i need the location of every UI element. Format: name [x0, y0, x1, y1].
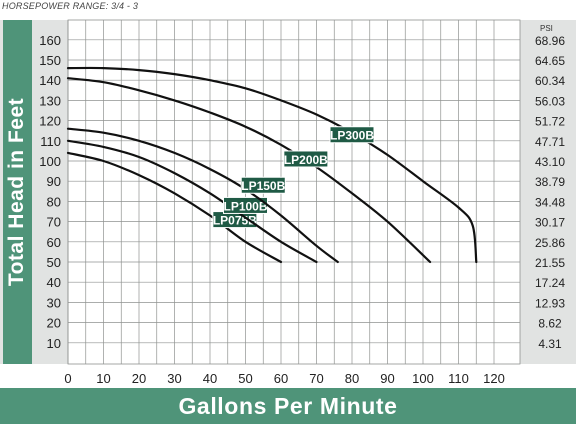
psi-tick-label: 4.31	[538, 337, 562, 351]
y-tick-label: 60	[47, 235, 61, 250]
y-tick-label: 100	[39, 154, 61, 169]
x-axis-title-bar	[0, 388, 576, 424]
x-tick-label: 10	[96, 371, 110, 386]
x-tick-label: 90	[380, 371, 394, 386]
series-label-lp100b: LP100B	[223, 199, 267, 213]
y-tick-label: 30	[47, 295, 61, 310]
x-tick-label: 100	[412, 371, 434, 386]
x-tick-label: 60	[274, 371, 288, 386]
x-tick-label: 30	[167, 371, 181, 386]
y-tick-label: 10	[47, 336, 61, 351]
x-tick-label: 0	[64, 371, 71, 386]
psi-tick-label: 25.86	[535, 236, 565, 250]
psi-tick-label: 8.62	[538, 317, 562, 331]
psi-tick-label: 64.65	[535, 54, 565, 68]
psi-tick-label: 17.24	[535, 276, 565, 290]
x-tick-label: 20	[132, 371, 146, 386]
psi-tick-label: 47.71	[535, 135, 565, 149]
y-tick-label: 140	[39, 73, 61, 88]
psi-tick-label: 56.03	[535, 94, 565, 108]
psi-tick-label: 30.17	[535, 216, 565, 230]
psi-tick-label: 21.55	[535, 256, 565, 270]
horsepower-range-label: HORSEPOWER RANGE: 3/4 - 3	[2, 1, 139, 11]
curve-lp300b	[66, 66, 478, 264]
y-tick-label: 50	[47, 255, 61, 270]
curve-lp100b	[66, 139, 318, 264]
y-tick-label: 160	[39, 33, 61, 48]
x-tick-label: 80	[345, 371, 359, 386]
x-tick-label: 50	[238, 371, 252, 386]
series-label-lp200b: LP200B	[284, 153, 328, 167]
series-label-box-lp200b	[283, 150, 329, 168]
series-label-box-lp150b	[240, 176, 286, 194]
psi-tick-label: 68.96	[535, 34, 565, 48]
x-tick-label: 120	[483, 371, 505, 386]
psi-tick-label: 34.48	[535, 195, 565, 209]
y-tick-label: 80	[47, 194, 61, 209]
y-axis-title-bar	[3, 20, 32, 364]
series-label-lp300b: LP300B	[330, 129, 374, 143]
y-tick-label: 110	[40, 134, 61, 149]
x-tick-label: 110	[448, 371, 469, 386]
series-label-lp150b: LP150B	[241, 179, 285, 193]
x-tick-label: 70	[309, 371, 323, 386]
y-tick-label: 130	[39, 93, 61, 108]
y-tick-label: 20	[47, 316, 61, 331]
psi-tick-label: 43.10	[535, 155, 565, 169]
curve-lp075b	[66, 151, 283, 264]
y-tick-label: 90	[47, 174, 61, 189]
y-tick-label: 120	[39, 114, 61, 129]
y-tick-label: 70	[47, 215, 61, 230]
psi-tick-label: 60.34	[535, 74, 565, 88]
y-tick-label: 150	[39, 53, 61, 68]
x-axis-title: Gallons Per Minute	[178, 393, 398, 419]
curve-lp150b	[66, 127, 339, 264]
psi-tick-label: 38.79	[535, 175, 565, 189]
psi-tick-label: 51.72	[535, 115, 565, 129]
x-tick-label: 40	[203, 371, 217, 386]
series-label-box-lp300b	[329, 126, 375, 144]
psi-axis-title: PSI	[540, 24, 553, 33]
y-tick-label: 40	[47, 275, 61, 290]
curve-lp200b	[66, 77, 432, 264]
psi-tick-label: 12.93	[535, 296, 565, 310]
plot-area	[68, 20, 520, 364]
plot-frame	[67, 19, 521, 365]
